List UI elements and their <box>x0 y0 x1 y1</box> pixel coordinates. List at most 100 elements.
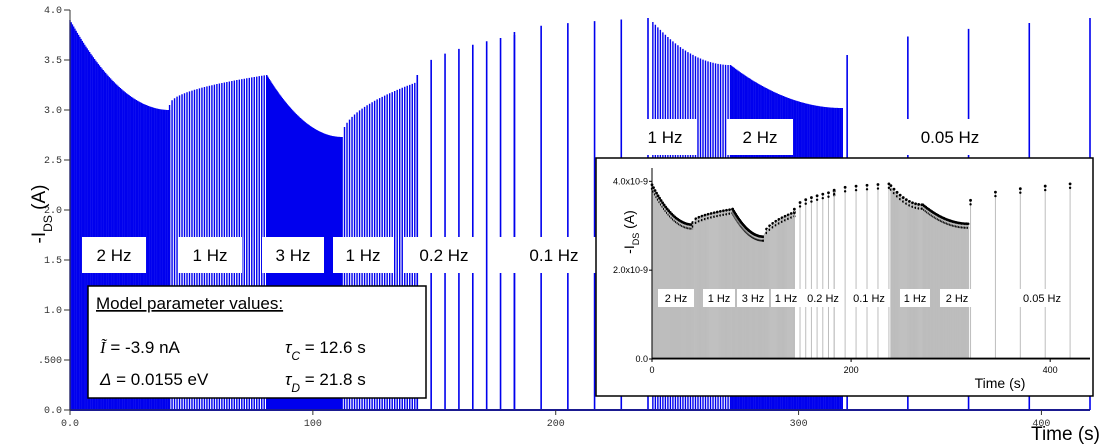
inset-y-tick-label: 4.0x10-9 <box>613 176 648 186</box>
frequency-label: 1 Hz <box>633 119 697 155</box>
inset-point <box>653 189 657 192</box>
inset-frequency-label-bg <box>940 289 974 307</box>
inset-segment-4 <box>762 210 796 359</box>
inset-point <box>843 190 847 193</box>
inset-point <box>793 211 796 215</box>
inset-point <box>655 191 658 195</box>
frequency-label-text: 1 Hz <box>346 246 381 265</box>
inset-point <box>1019 191 1022 194</box>
inset-frequency-label-bg <box>848 289 890 307</box>
inset-frequency-label-bg <box>802 289 844 307</box>
inset-point <box>914 202 917 206</box>
inset-x-axis-title: Time (s) <box>975 375 1026 391</box>
inset-point <box>876 187 880 190</box>
inset-point <box>1018 187 1022 191</box>
x-tick-label: 0.0 <box>61 419 79 430</box>
inset-point <box>1044 188 1047 192</box>
inset-point <box>798 201 802 204</box>
param-tau-c: τC = 12.6 s <box>285 338 366 363</box>
inset-frequency-label-text: 3 Hz <box>742 293 765 305</box>
frequency-label: 3 Hz <box>262 237 324 273</box>
inset-point <box>969 198 972 202</box>
inset-point <box>908 199 911 203</box>
inset-point <box>810 200 813 203</box>
inset-point <box>901 196 905 199</box>
inset-point <box>994 190 997 194</box>
inset-frequency-label-bg <box>1015 289 1069 307</box>
model-box-title: Model parameter values: <box>96 294 283 313</box>
y-tick-label: 1.0 <box>44 306 62 317</box>
inset-segment-7 <box>889 184 924 359</box>
inset-frequency-label-bg <box>900 289 930 307</box>
inset-point <box>722 209 725 213</box>
inset-frequency-label-text: 1 Hz <box>775 293 798 305</box>
inset-frequency-label-bg <box>737 289 769 307</box>
inset-frequency-label-text: 0.05 Hz <box>1023 293 1061 305</box>
frequency-label-bg <box>633 119 697 155</box>
main-x-axis-title: Time (s) <box>1031 424 1100 445</box>
inset-point <box>798 205 802 208</box>
inset-point <box>1043 184 1047 188</box>
frequency-label: 1 Hz <box>333 237 393 273</box>
inset-frequency-label-text: 0.2 Hz <box>807 293 839 305</box>
model-parameter-box: Model parameter values: Ĩ = -3.9 nA Δ = … <box>87 285 427 399</box>
inset-y-axis-title: -IDS (A) <box>621 210 641 254</box>
y-tick-label: 4.0 <box>44 6 62 17</box>
param-i: Ĩ = -3.9 nA <box>99 338 181 357</box>
inset-point <box>911 201 914 205</box>
inset-chart: 0.0 2.0x10-9 4.0x10-9 0 200 400 2 Hz 1 Hz 3 Hz 1… <box>595 157 1094 397</box>
inset-point <box>706 212 710 216</box>
inset-x-tick-label: 200 <box>844 365 859 375</box>
frequency-label: 0.1 Hz <box>495 237 613 273</box>
frequency-label-bg <box>727 119 793 155</box>
main-annotations: 2 Hz 1 Hz 3 Hz 1 Hz 0.2 Hz 0.1 Hz 1 Hz 2 Hz 0.05… <box>82 119 1020 273</box>
frequency-label: 0.2 Hz <box>403 237 485 273</box>
main-y-axis-title: -IDS (A) <box>29 185 55 244</box>
inset-point <box>815 194 819 198</box>
inset-point <box>895 190 899 194</box>
inset-point <box>652 186 655 190</box>
inset-point <box>966 222 970 226</box>
frequency-label-text: 0.2 Hz <box>419 246 468 265</box>
inset-point <box>904 198 908 202</box>
frequency-label: 2 Hz <box>727 119 793 155</box>
inset-frequency-label: 2 Hz <box>940 289 974 307</box>
frequency-label-bg <box>262 237 324 273</box>
inset-point <box>1068 182 1072 186</box>
frequency-label-text: 0.1 Hz <box>529 246 578 265</box>
frequency-label-bg <box>495 237 613 273</box>
x-tick-label: 200 <box>547 419 565 430</box>
inset-frequency-label: 2 Hz <box>658 289 694 307</box>
inset-frequency-label: 3 Hz <box>737 289 769 307</box>
inset-point <box>889 184 893 188</box>
frequency-label-bg <box>178 237 242 273</box>
inset-point <box>810 196 813 199</box>
inset-point <box>832 188 836 192</box>
frequency-label-text: 2 Hz <box>743 128 778 147</box>
inset-frequency-label: 0.05 Hz <box>1015 289 1069 307</box>
inset-frequency-label: 1 Hz <box>771 289 801 307</box>
inset-point <box>661 201 664 205</box>
inset-point <box>715 210 719 214</box>
inset-point <box>876 183 880 186</box>
param-tau-d: τD = 21.8 s <box>285 370 366 395</box>
inset-point <box>898 193 902 197</box>
inset-point <box>887 186 891 190</box>
inset-point <box>969 203 972 206</box>
frequency-label-bg <box>403 237 485 273</box>
frequency-label: 2 Hz <box>82 237 146 273</box>
frequency-label-text: 1 Hz <box>648 128 683 147</box>
inset-annotations: 2 Hz 1 Hz 3 Hz 1 Hz 0.2 Hz 0.1 Hz 1 Hz 2 Hz 0.05… <box>658 289 1069 307</box>
inset-point <box>792 207 796 211</box>
inset-point <box>815 198 819 201</box>
inset-point <box>804 198 808 202</box>
y-tick-label: .500 <box>38 356 62 367</box>
inset-point <box>892 187 896 191</box>
y-tick-label: 2.5 <box>44 156 62 167</box>
inset-point <box>804 202 807 205</box>
inset-point <box>887 182 891 186</box>
inset-frequency-label-bg <box>658 289 694 307</box>
frequency-label-text: 2 Hz <box>97 246 132 265</box>
inset-frequency-label: 0.2 Hz <box>802 289 844 307</box>
